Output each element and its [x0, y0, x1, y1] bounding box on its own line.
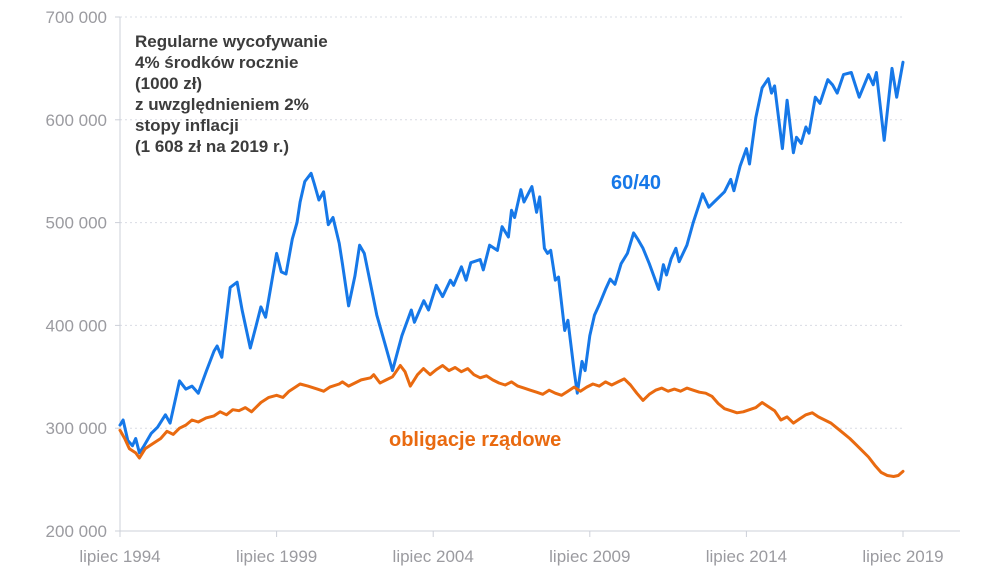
annotation-line: Regularne wycofywanie: [135, 32, 328, 51]
x-tick-label: lipiec 2009: [549, 547, 630, 566]
annotation-line: z uwzględnieniem 2%: [135, 95, 309, 114]
chart-annotation: Regularne wycofywanie 4% środków rocznie…: [135, 31, 328, 157]
y-tick-label: 600 000: [46, 111, 107, 130]
annotation-line: (1 608 zł na 2019 r.): [135, 137, 290, 156]
y-tick-label: 400 000: [46, 316, 107, 335]
x-tick-label: lipiec 2019: [862, 547, 943, 566]
y-tick-label: 500 000: [46, 214, 107, 233]
x-tick-label: lipiec 1999: [236, 547, 317, 566]
series-line-60-40: [118, 60, 905, 455]
series-label-60-40: 60/40: [611, 172, 662, 194]
annotation-line: (1000 zł): [135, 74, 203, 93]
annotation-line: stopy inflacji: [135, 116, 239, 135]
y-tick-label: 200 000: [46, 522, 107, 541]
x-tick-label: lipiec 1994: [79, 547, 160, 566]
x-tick-label: lipiec 2014: [706, 547, 787, 566]
series-label-obligacje-rzadowe: obligacje rządowe: [389, 429, 562, 451]
series-line-obligacje-rzadowe: [118, 364, 905, 478]
y-tick-label: 700 000: [46, 8, 107, 27]
x-tick-label: lipiec 2004: [393, 547, 474, 566]
y-tick-label: 300 000: [46, 419, 107, 438]
annotation-line: 4% środków rocznie: [135, 53, 299, 72]
